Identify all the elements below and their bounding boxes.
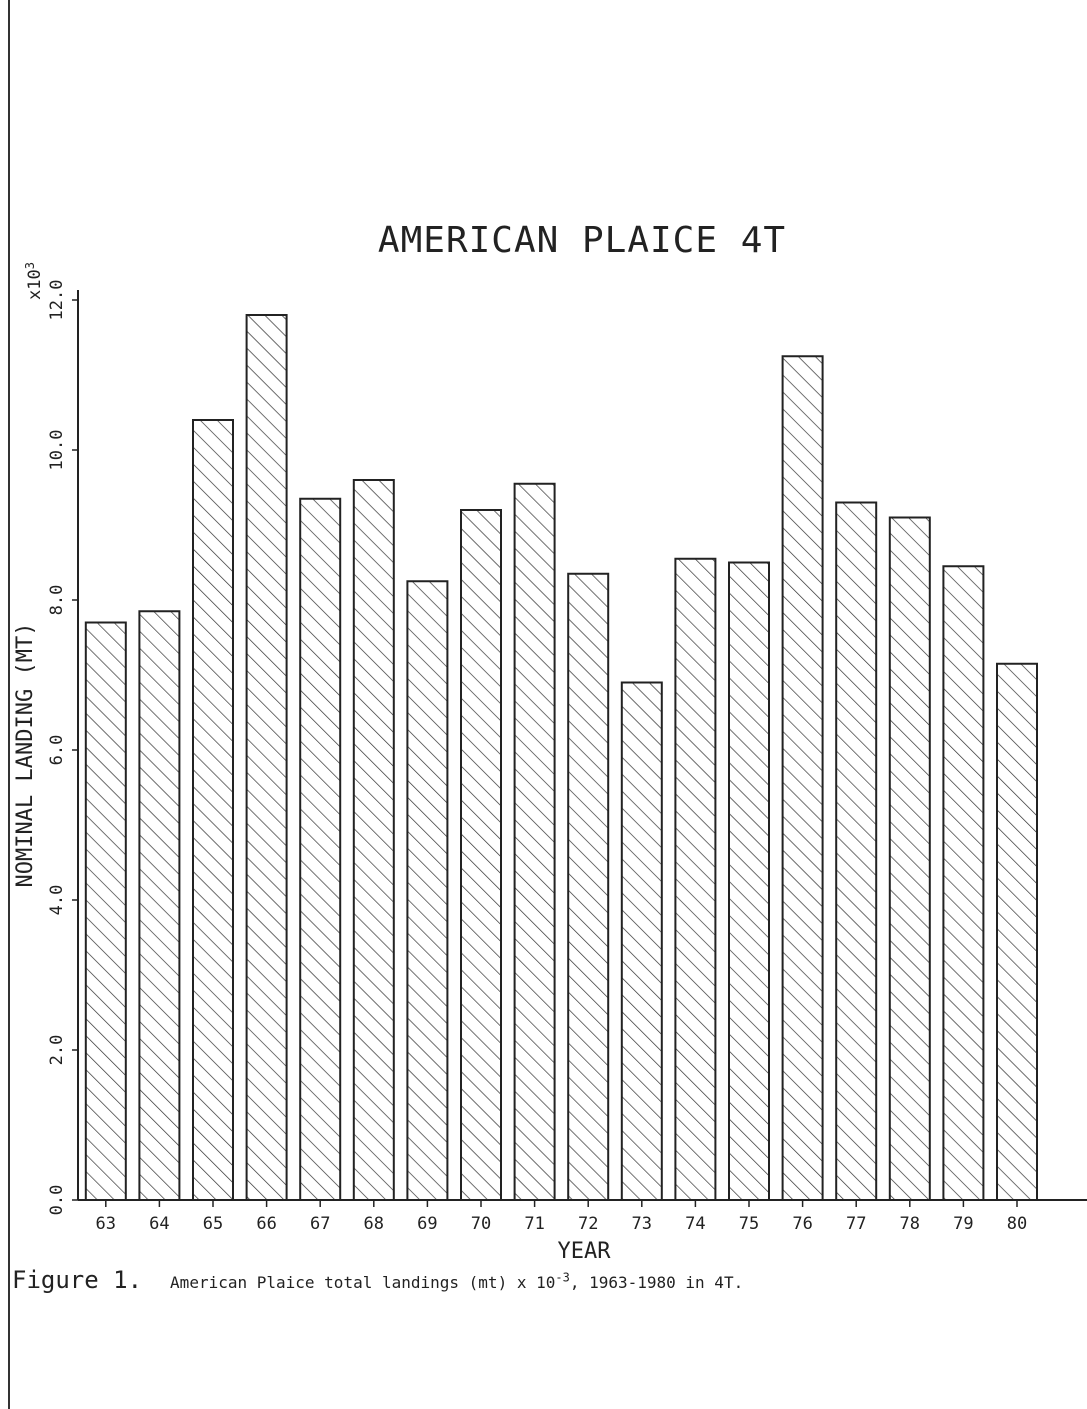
x-tick-label: 76	[792, 1214, 812, 1234]
bar	[192, 419, 234, 1201]
y-tick-label: 8.0	[47, 585, 67, 616]
bar	[674, 557, 717, 1201]
x-tick-label: 70	[471, 1214, 491, 1234]
bar	[996, 662, 1038, 1201]
bar	[942, 565, 985, 1201]
bar	[620, 681, 663, 1201]
x-tick-label: 80	[1007, 1214, 1027, 1234]
chart-title: AMERICAN PLAICE 4T	[378, 220, 786, 261]
x-tick-label: 67	[310, 1214, 330, 1234]
x-tick-label: 69	[417, 1214, 437, 1234]
bar	[138, 610, 181, 1201]
figure-caption: Figure 1. American Plaice total landings …	[12, 1266, 743, 1294]
bar	[567, 572, 610, 1201]
x-tick-label: 65	[203, 1214, 223, 1234]
y-tick-label: 12.0	[47, 280, 67, 321]
y-tick-label: 6.0	[47, 735, 67, 766]
figure-label: Figure 1.	[12, 1266, 143, 1294]
y-tick-label: 2.0	[47, 1035, 67, 1066]
x-tick-label: 77	[846, 1214, 866, 1234]
x-tick-label: 78	[900, 1214, 920, 1234]
x-tick-label: 74	[685, 1214, 705, 1234]
bar	[460, 509, 502, 1201]
bar	[84, 621, 127, 1201]
bar	[728, 561, 770, 1201]
x-tick-label: 63	[96, 1214, 116, 1234]
bar	[299, 497, 342, 1201]
page-frame	[8, 0, 1087, 1409]
x-tick-label: 68	[364, 1214, 384, 1234]
x-tick-label: 75	[739, 1214, 759, 1234]
y-tick-label: 4.0	[47, 885, 67, 916]
x-tick-label: 66	[256, 1214, 276, 1234]
caption-text: American Plaice total landings (mt) x 10…	[170, 1270, 744, 1292]
x-tick-label: 71	[524, 1214, 544, 1234]
x-tick-label: 64	[149, 1214, 169, 1234]
x-tick-label: 72	[578, 1214, 598, 1234]
bar	[835, 501, 878, 1201]
y-axis-multiplier: x103	[23, 262, 45, 300]
plot-area: 0.0 2.0 4.0 6.0 8.0 10.0 12.0 63 64 65 66 67 68 69 70 7…	[47, 280, 1087, 1234]
x-tick-label: 79	[953, 1214, 973, 1234]
bar	[888, 516, 931, 1201]
bar	[406, 580, 449, 1201]
x-axis-label: YEAR	[558, 1239, 612, 1264]
bar	[781, 355, 824, 1201]
x-tick-label: 73	[632, 1214, 652, 1234]
y-tick-label: 10.0	[47, 430, 67, 471]
bar	[352, 479, 395, 1201]
y-tick-label: 0.0	[47, 1185, 67, 1216]
bar	[513, 482, 556, 1201]
bar	[245, 314, 288, 1201]
y-axis-label: NOMINAL LANDING (MT)	[13, 623, 38, 888]
